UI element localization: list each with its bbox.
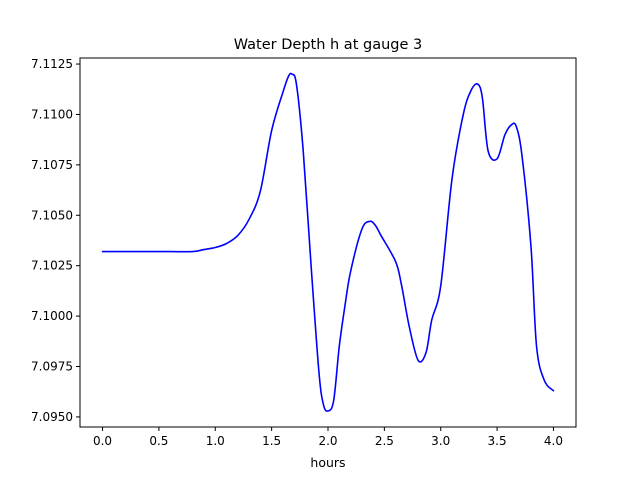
y-tick-label: 7.1000 bbox=[31, 309, 73, 323]
x-axis-label: hours bbox=[310, 455, 345, 470]
y-tick-label: 7.0975 bbox=[31, 360, 73, 374]
y-tick-label: 7.1125 bbox=[31, 57, 73, 71]
y-tick-label: 7.1075 bbox=[31, 158, 73, 172]
x-tick-label: 0.0 bbox=[93, 434, 112, 448]
x-tick-label: 4.0 bbox=[544, 434, 563, 448]
x-tick-label: 1.0 bbox=[206, 434, 225, 448]
water-depth-series-line bbox=[101, 72, 555, 412]
x-tick-label: 3.0 bbox=[431, 434, 450, 448]
y-tick-label: 7.1025 bbox=[31, 259, 73, 273]
x-tick-label: 2.0 bbox=[318, 434, 337, 448]
y-tick-label: 7.0950 bbox=[31, 410, 73, 424]
x-tick-label: 1.5 bbox=[262, 434, 281, 448]
x-tick-label: 3.5 bbox=[488, 434, 507, 448]
chart-title: Water Depth h at gauge 3 bbox=[234, 37, 422, 53]
x-tick-label: 2.5 bbox=[375, 434, 394, 448]
y-axis-ticks: 7.0950 7.0975 7.1000 7.1025 7.1050 7.1075 7.11… bbox=[31, 57, 80, 424]
y-tick-label: 7.1100 bbox=[31, 107, 73, 121]
plot-area-frame bbox=[79, 57, 577, 428]
x-tick-label: 0.5 bbox=[149, 434, 168, 448]
x-axis-ticks: 0.0 0.5 1.0 1.5 2.0 2.5 3.0 3.5 4.0 bbox=[93, 427, 563, 448]
y-tick-label: 7.1050 bbox=[31, 208, 73, 222]
